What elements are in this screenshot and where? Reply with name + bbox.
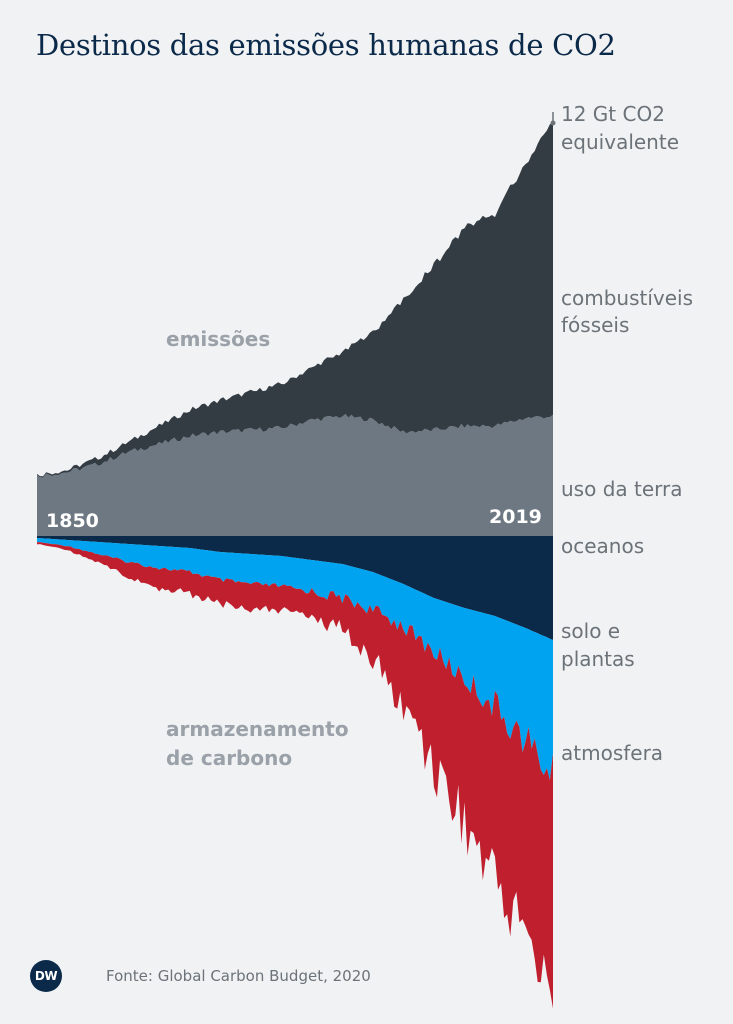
series-label-land-sink-line2: plantas [561,647,635,671]
chart-title: Destinos das emissões humanas de CO2 [36,28,616,62]
series-label-land-sink-line1: solo e [561,619,620,643]
dw-logo-icon: DW [30,960,62,992]
area-fossil-fuels [37,123,553,478]
series-label-land-use: uso da terra [561,477,683,501]
group-label-storage-line2: de carbono [166,746,292,770]
scale-marker-label-line1: 12 Gt CO2 [561,102,665,126]
series-label-ocean: oceanos [561,534,644,558]
area-land-use [37,414,553,536]
end-year-label: 2019 [489,506,542,528]
start-year-label: 1850 [46,510,99,532]
source-note: Fonte: Global Carbon Budget, 2020 [106,967,371,985]
scale-marker-dot [550,120,556,126]
footer: DW Fonte: Global Carbon Budget, 2020 [30,958,630,994]
area-layers [37,123,553,1009]
series-label-fossil-line2: fósseis [561,313,629,337]
group-label-storage-line1: armazenamento [166,717,349,741]
area-land-sink [37,538,553,781]
series-label-atmosphere: atmosfera [561,741,663,765]
area-ocean-sink [37,536,553,640]
group-label-emissions: emissões [166,327,270,351]
series-label-fossil-line1: combustíveis [561,286,693,310]
scale-marker-label-line2: equivalente [561,130,679,154]
area-atmosphere [37,542,553,1009]
